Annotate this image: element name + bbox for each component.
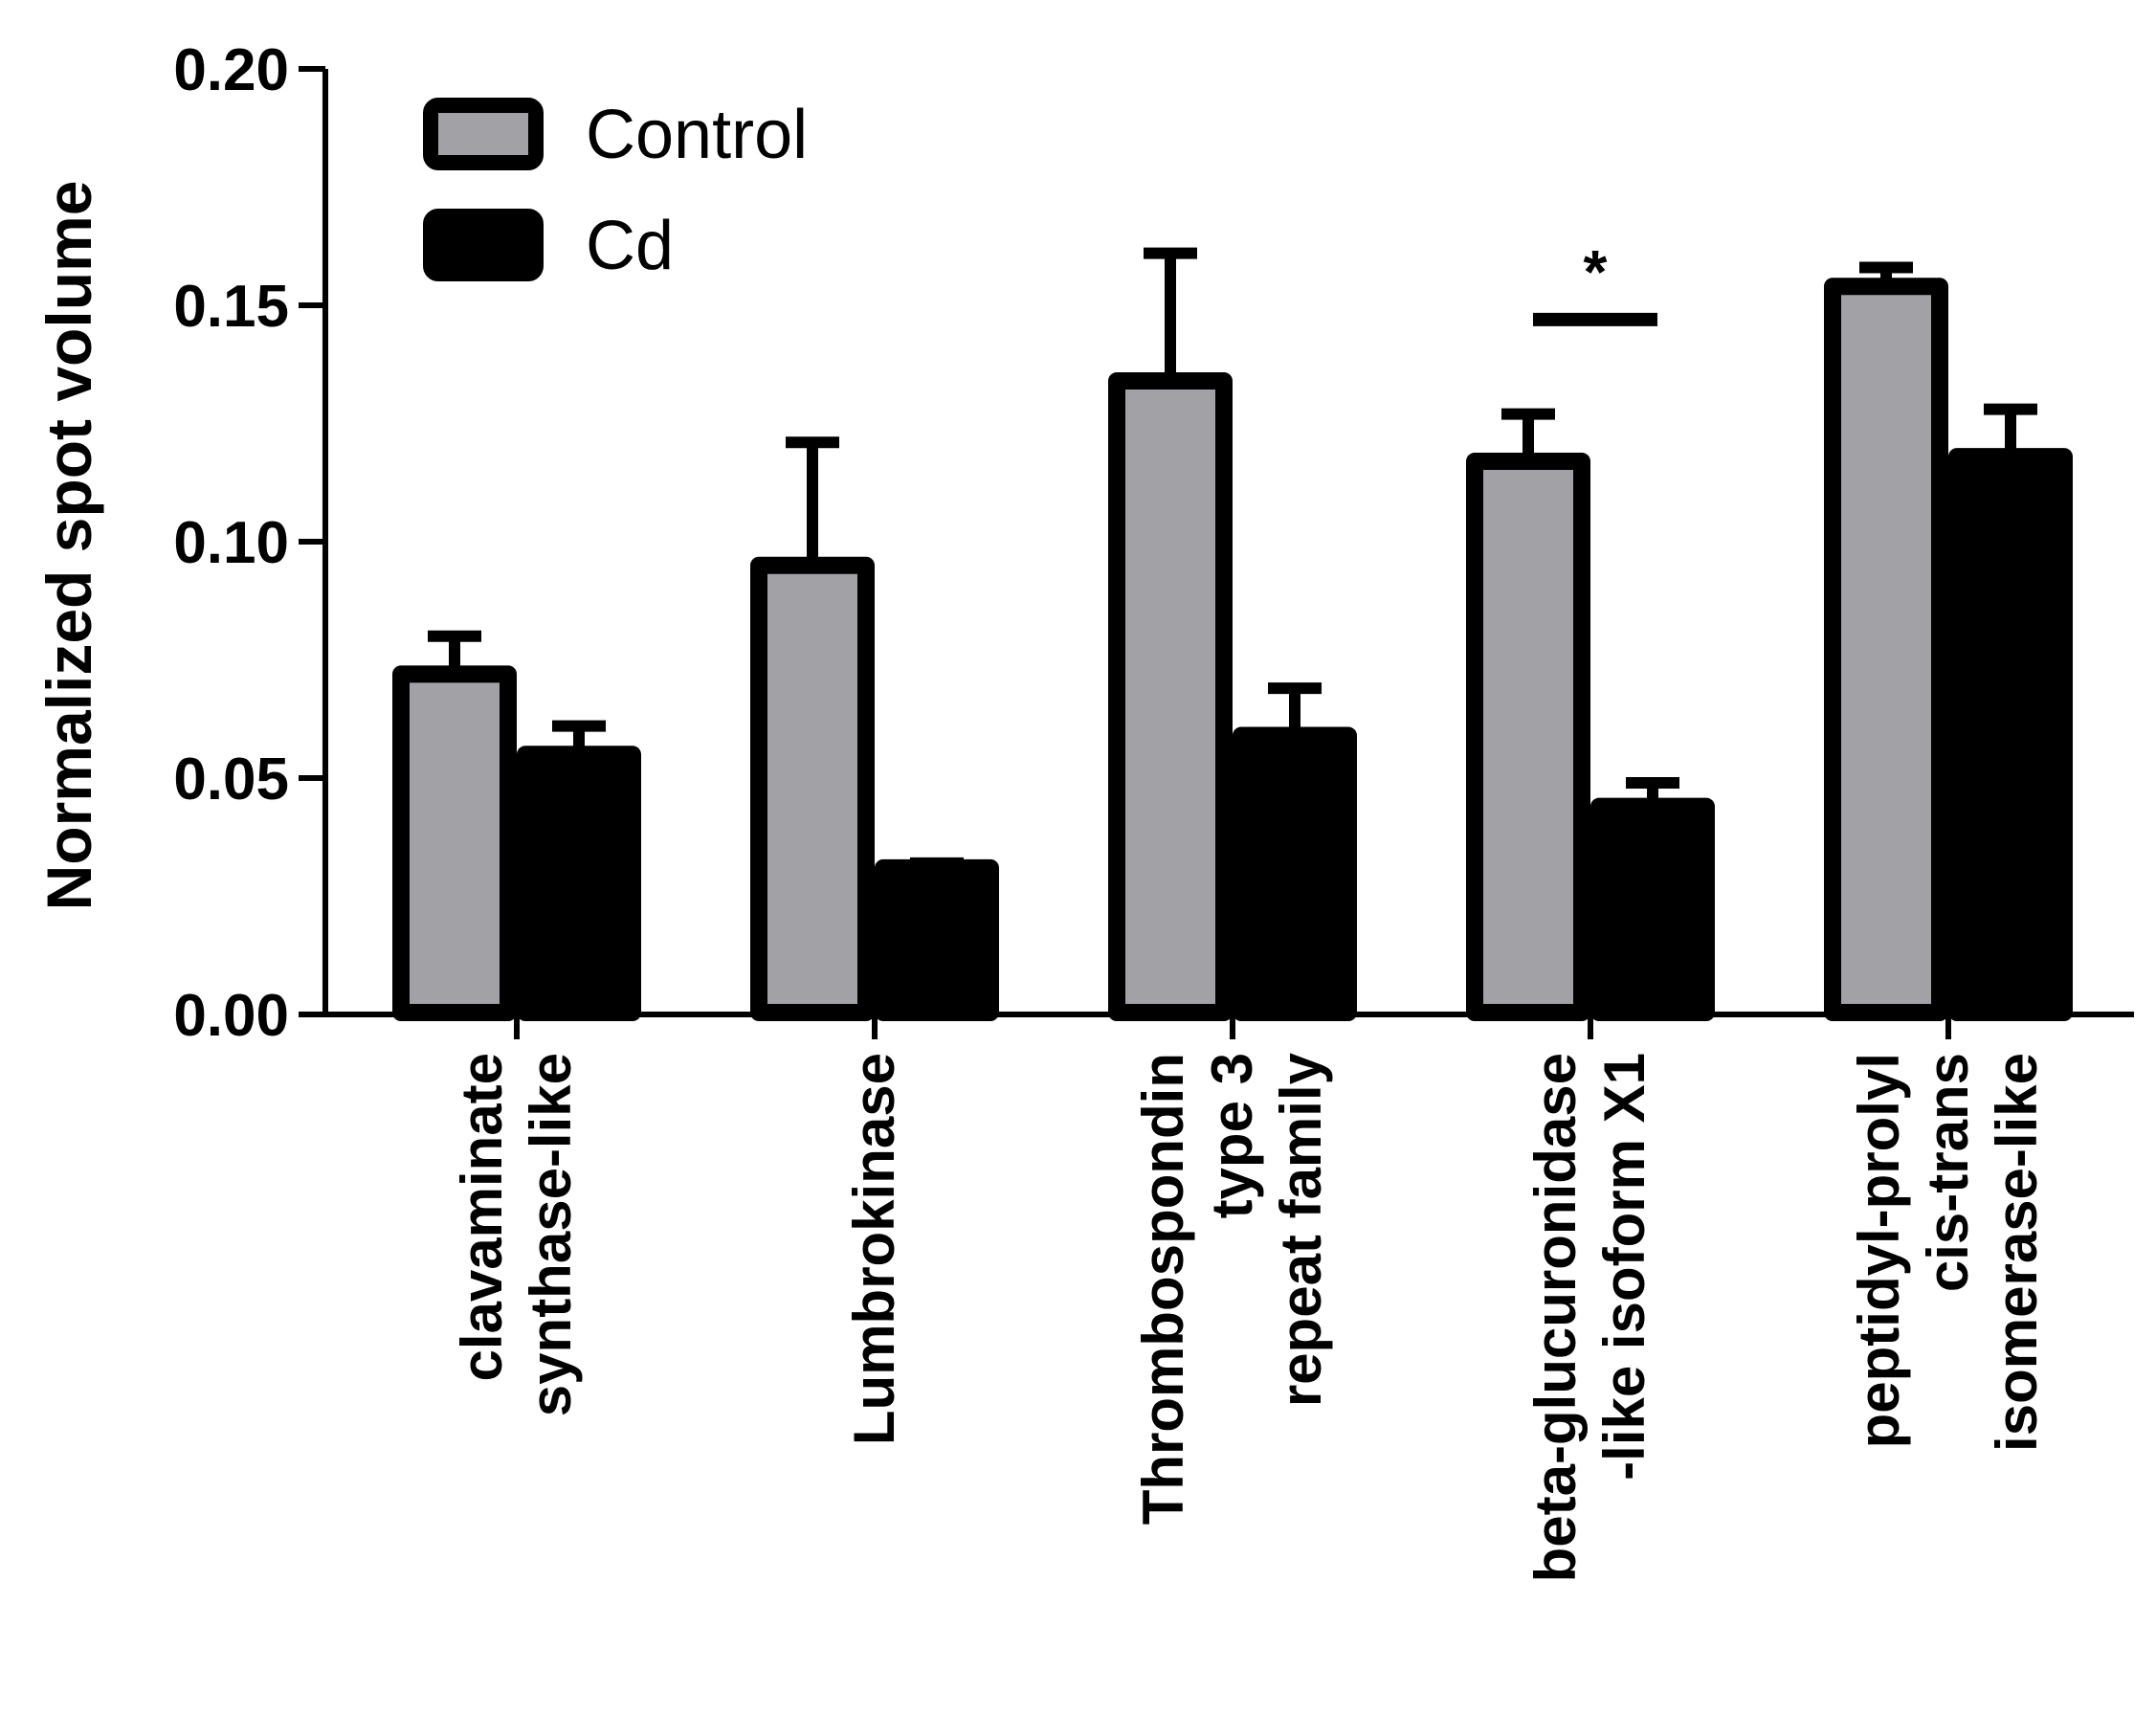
x-tick-label: beta-glucuronidase -like isoform X1 xyxy=(1523,1053,1656,1582)
x-tick-label: Thrombospondin type 3 repeat family xyxy=(1131,1052,1333,1525)
y-tick-label: 0.20 xyxy=(173,37,289,103)
significance-label: * xyxy=(1584,237,1608,306)
bar-cd xyxy=(1590,797,1715,1022)
y-tick-label: 0.10 xyxy=(173,510,289,576)
x-tick-label-line: type 3 xyxy=(1200,1053,1264,1218)
bar-control xyxy=(392,665,517,1021)
x-tick-label-line: synthase-like xyxy=(519,1053,583,1416)
x-tick-label-line: -like isoform X1 xyxy=(1592,1053,1656,1481)
x-tick-label: clavaminate synthase-like xyxy=(450,1053,583,1416)
x-tick-label-line: Lumbrokinase xyxy=(842,1053,906,1445)
x-tick-label-line: beta-glucuronidase xyxy=(1523,1053,1588,1582)
bar-cd xyxy=(517,746,641,1021)
bar-control xyxy=(750,556,875,1021)
legend: Control Cd xyxy=(423,97,808,284)
bar-cd xyxy=(875,858,999,1021)
bar-control xyxy=(1466,453,1590,1021)
x-tick-label-line: Thrombospondin xyxy=(1131,1053,1195,1525)
x-tick-label-line: clavaminate xyxy=(450,1053,514,1382)
x-tick-label-line: isomerase-like xyxy=(1985,1053,2049,1452)
x-tick-label-line: peptidyl-prolyl xyxy=(1847,1053,1911,1448)
x-tick-label-line: cis-trans xyxy=(1916,1053,1980,1292)
y-tick-label: 0.15 xyxy=(173,274,289,340)
legend-label-control: Control xyxy=(586,97,808,173)
x-tick-label: peptidyl-prolyl cis-trans isomerase-like xyxy=(1847,1053,2049,1452)
y-tick-label: 0.05 xyxy=(173,746,289,813)
y-tick-label: 0.00 xyxy=(173,983,289,1049)
bar-cd xyxy=(1948,448,2073,1021)
legend-label-cd: Cd xyxy=(586,208,674,284)
bar-cd xyxy=(1233,726,1357,1021)
bar-control xyxy=(1108,372,1233,1022)
axes: 0.00 0.05 0.10 0.15 0.20 clavaminate synthase-… xyxy=(173,37,2134,1582)
bar-control xyxy=(1824,278,1948,1021)
legend-swatch-cd xyxy=(423,209,544,281)
x-tick-label: Lumbrokinase xyxy=(842,1053,906,1445)
y-axis-title: Normalized spot volume xyxy=(33,181,104,911)
legend-swatch-control xyxy=(423,98,544,170)
x-tick-label-line: repeat family xyxy=(1269,1052,1333,1407)
plot-area: * xyxy=(392,237,2073,1022)
